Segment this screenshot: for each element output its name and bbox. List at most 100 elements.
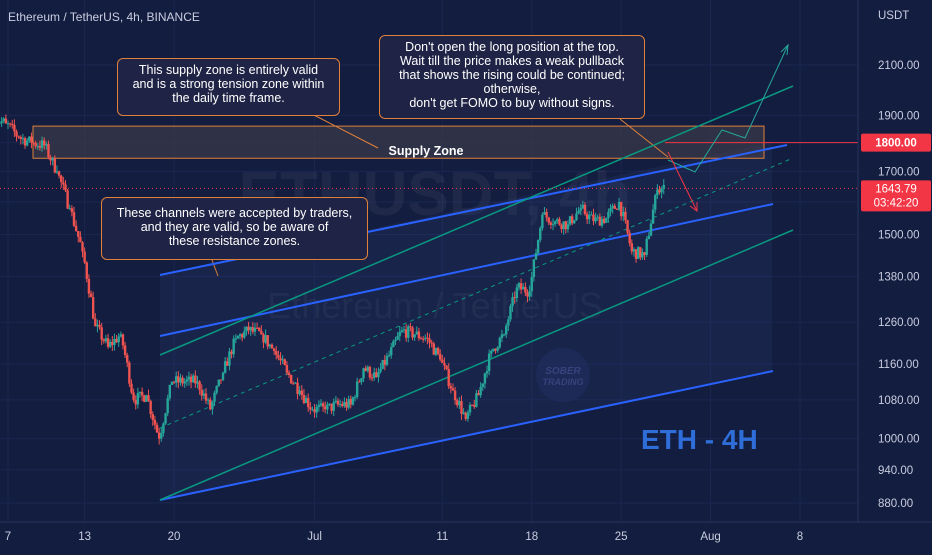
candle-body-77	[157, 432, 161, 439]
candle-body-133	[277, 354, 280, 358]
candle-body-131	[272, 348, 276, 352]
candle-body-209	[438, 353, 442, 360]
chart-header-title: Ethereum / TetherUS, 4h, BINANCE	[8, 10, 200, 24]
price-tick-label-1: 940.00	[878, 465, 913, 477]
candle-body-30	[57, 171, 61, 176]
time-tick-label-3: Jul	[307, 531, 322, 543]
candle-body-23	[42, 140, 46, 146]
candle-body-278	[585, 213, 589, 220]
price-tag-current-value: 1643.79	[875, 183, 917, 195]
logo-text-line-2: TRADING	[543, 377, 584, 387]
candle-body-61	[123, 345, 127, 355]
candle-body-234	[492, 348, 495, 352]
candle-body-197	[413, 334, 416, 338]
candle-body-237	[498, 337, 502, 348]
candle-body-241	[507, 319, 510, 326]
candle-body-170	[355, 381, 359, 397]
candle-body-56	[113, 338, 116, 345]
candle-body-161	[336, 400, 340, 405]
note-fomo-line-5: don't get FOMO to buy without signs.	[409, 96, 615, 110]
candle-body-16	[28, 136, 31, 141]
candle-body-46	[91, 297, 95, 319]
note-channels-line-3: these resistance zones.	[168, 234, 301, 248]
candle-body-55	[111, 341, 114, 345]
candle-body-94	[194, 375, 197, 384]
callout-pointer-fomo	[619, 118, 669, 158]
candle-body-235	[494, 348, 497, 351]
candle-body-31	[60, 175, 63, 183]
candle-body-204	[428, 338, 431, 343]
candle-body-215	[451, 388, 455, 391]
candle-body-109	[226, 361, 229, 366]
candle-body-14	[23, 138, 27, 146]
candle-body-203	[426, 337, 429, 339]
candle-body-191	[400, 330, 404, 332]
candle-body-206	[432, 343, 436, 355]
candle-body-313	[660, 188, 663, 193]
candle-body-202	[424, 337, 427, 339]
candle-body-211	[443, 363, 446, 366]
candle-body-305	[643, 252, 646, 255]
candle-body-92	[189, 376, 193, 383]
candle-body-95	[196, 381, 199, 384]
candle-body-183	[383, 360, 387, 365]
candle-body-196	[411, 327, 414, 338]
candle-body-198	[415, 331, 418, 335]
candle-body-182	[381, 360, 384, 369]
candle-body-253	[532, 259, 536, 278]
candle-body-36	[70, 208, 74, 213]
candle-body-150	[313, 409, 316, 413]
candle-body-273	[575, 213, 578, 221]
candle-body-125	[260, 330, 263, 335]
candle-body-181	[379, 368, 382, 372]
candle-body-184	[385, 356, 389, 365]
candle-body-259	[545, 211, 548, 218]
candle-body-301	[634, 249, 638, 259]
candle-body-65	[132, 392, 135, 400]
candle-body-144	[300, 390, 304, 395]
candle-body-158	[330, 403, 333, 411]
sober-logo-icon	[536, 348, 590, 402]
candle-body-249	[524, 286, 527, 293]
candle-body-108	[223, 361, 227, 373]
candle-body-143	[298, 390, 301, 395]
candle-body-236	[496, 347, 499, 351]
candle-body-51	[102, 339, 106, 342]
candle-body-110	[228, 351, 231, 366]
candle-body-163	[341, 404, 344, 407]
candle-body-307	[647, 235, 651, 239]
time-tick-label-6: 25	[615, 531, 628, 543]
candle-body-187	[392, 341, 395, 348]
candle-body-185	[387, 355, 391, 357]
candle-body-160	[334, 400, 338, 403]
candle-body-174	[364, 368, 367, 371]
candle-body-238	[500, 334, 504, 338]
candle-body-218	[458, 401, 461, 406]
candle-body-288	[607, 211, 610, 218]
candle-body-167	[349, 399, 352, 405]
candle-body-101	[209, 399, 212, 410]
candle-body-180	[377, 371, 380, 378]
candle-body-255	[536, 239, 540, 254]
candle-body-18	[32, 142, 35, 144]
candle-body-141	[294, 382, 297, 384]
candle-body-277	[583, 204, 587, 214]
price-tick-label-12: 2100.00	[878, 60, 920, 72]
green-channel-lower	[159, 229, 794, 501]
candle-body-287	[605, 217, 608, 223]
note-channels: These channels were accepted by traders,…	[101, 197, 368, 260]
candle-body-207	[434, 348, 438, 355]
time-tick-label-4: 11	[436, 531, 448, 543]
note-channels-line-2: and they are valid, so be aware of	[140, 220, 329, 234]
candle-body-258	[543, 211, 546, 215]
candle-body-136	[283, 359, 286, 366]
candle-body-85	[174, 376, 178, 383]
note-fomo-line-1: Don't open the long position at the top.	[405, 40, 619, 54]
logo-text-line-1: SOBER	[545, 366, 581, 377]
candle-body-58	[117, 336, 120, 343]
price-tag-1800-bg	[861, 133, 931, 152]
note-supply-zone: This supply zone is entirely valid and i…	[117, 58, 340, 116]
candle-body-4	[2, 118, 5, 122]
candle-body-304	[641, 252, 644, 258]
